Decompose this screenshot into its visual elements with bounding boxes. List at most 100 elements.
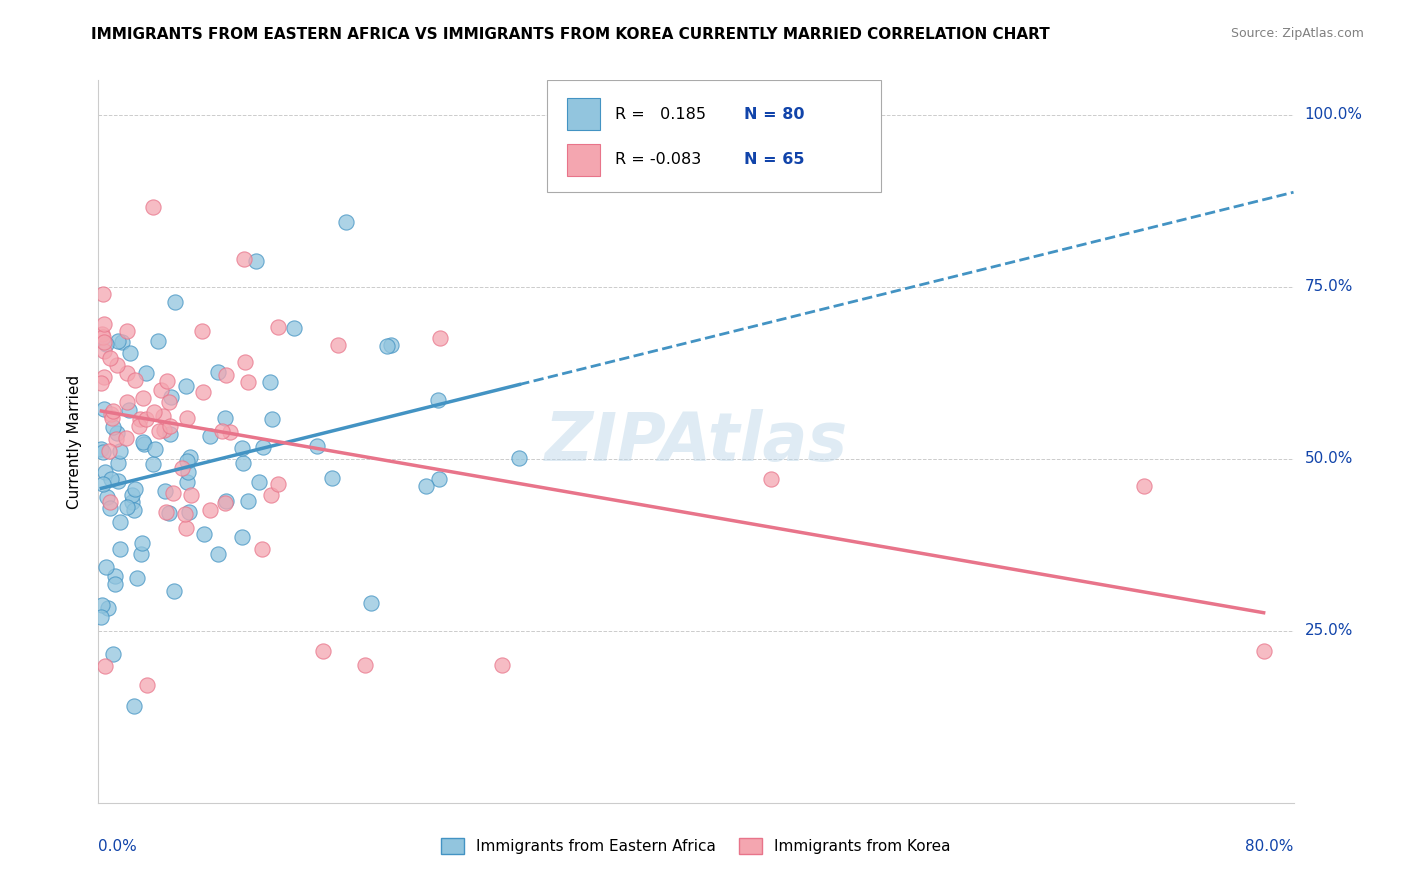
Point [232,456,254,470]
Point [105,358,128,372]
Text: 80.0%: 80.0% [1246,838,1294,854]
Point [118,403,141,417]
Point [129,547,152,561]
Point [135,366,157,380]
Text: N = 65: N = 65 [744,153,804,168]
Point [117,395,139,409]
Point [176,475,198,490]
Point [93,402,115,417]
Point [245,254,267,268]
Point [1133,479,1156,493]
Point [121,488,143,502]
Point [97,444,120,458]
Point [259,375,281,389]
Point [174,379,197,393]
Point [107,456,129,470]
Point [90,376,112,390]
Point [267,320,290,334]
Point [122,503,145,517]
Point [149,383,172,397]
Point [120,345,142,359]
Point [247,475,270,490]
Point [101,411,124,425]
Point [122,698,145,713]
Point [94,337,117,351]
Point [335,215,357,229]
Point [321,471,343,485]
Text: 100.0%: 100.0% [1305,107,1362,122]
Point [91,476,114,491]
Point [105,426,128,441]
Text: IMMIGRANTS FROM EASTERN AFRICA VS IMMIGRANTS FROM KOREA CURRENTLY MARRIED CORREL: IMMIGRANTS FROM EASTERN AFRICA VS IMMIGR… [91,27,1050,42]
Text: 25.0%: 25.0% [1305,624,1353,639]
Point [124,483,146,497]
Point [115,324,138,338]
Point [159,419,181,434]
Point [91,286,114,301]
Point [135,678,157,692]
Point [231,530,253,544]
Point [142,457,165,471]
Point [101,420,124,434]
Point [214,496,236,510]
Point [93,370,115,384]
Text: N = 80: N = 80 [744,107,804,121]
Point [207,365,229,379]
Point [170,460,193,475]
Point [233,355,256,369]
Point [353,657,375,672]
Point [107,475,129,489]
Point [491,658,513,673]
Point [93,343,115,358]
Point [148,424,170,438]
Point [211,424,233,438]
Y-axis label: Currently Married: Currently Married [67,375,83,508]
Point [115,366,138,380]
Point [94,465,117,479]
Point [153,424,176,438]
Point [157,507,180,521]
Point [98,351,121,365]
FancyBboxPatch shape [547,80,882,193]
Point [380,337,402,351]
Point [98,495,121,509]
Point [128,411,150,425]
Point [236,494,259,508]
Point [146,334,169,349]
Point [236,375,259,389]
Point [131,536,153,550]
Point [157,394,180,409]
Point [90,442,112,457]
Point [163,584,186,599]
Point [180,488,202,502]
Point [176,465,198,479]
Point [90,599,112,613]
Point [97,601,120,615]
Point [142,200,165,214]
Point [93,318,115,332]
Point [508,450,530,465]
Point [429,331,451,345]
Point [759,472,782,486]
Point [155,505,177,519]
Point [124,373,146,387]
Point [153,483,176,498]
Point [260,412,283,426]
FancyBboxPatch shape [567,98,600,130]
Point [96,490,118,504]
Point [132,391,155,405]
Point [415,479,437,493]
Point [215,494,238,508]
Point [108,515,131,529]
Point [125,571,148,585]
Point [360,596,382,610]
FancyBboxPatch shape [567,144,600,176]
Point [114,431,136,445]
Point [200,502,222,516]
Point [207,547,229,561]
Point [311,644,333,658]
Point [107,334,129,348]
Point [121,495,143,509]
Point [165,295,187,310]
Point [174,507,197,521]
